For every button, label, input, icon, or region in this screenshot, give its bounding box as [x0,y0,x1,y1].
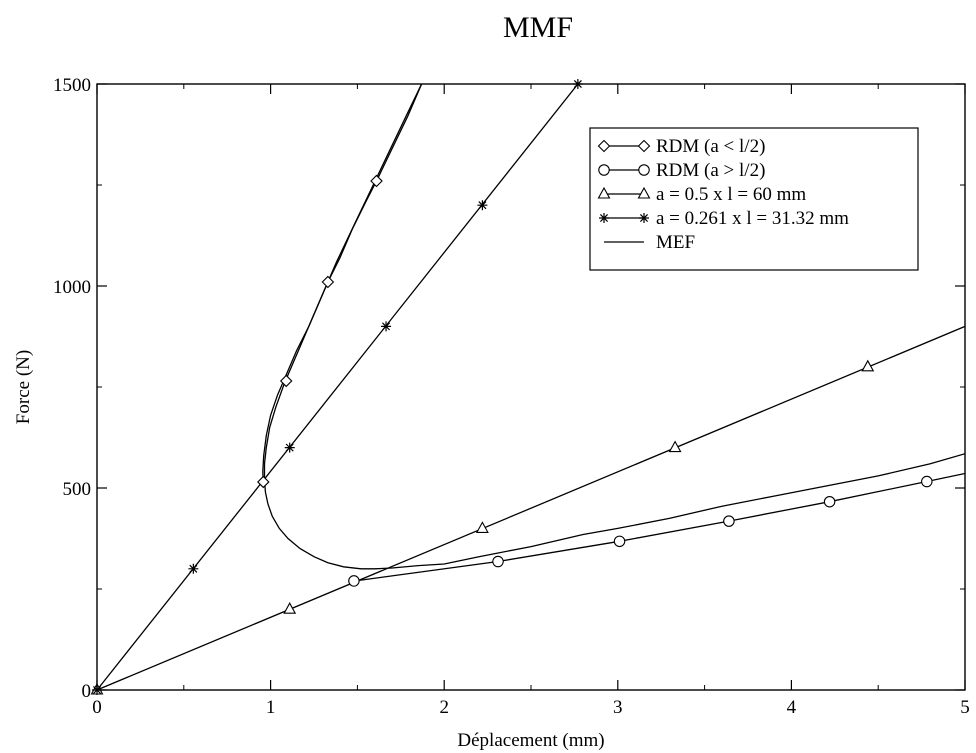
legend-label-3: a = 0.261 x l = 31.32 mm [656,208,849,229]
series-2-point-1 [283,602,297,614]
series-3-point-1 [188,563,199,574]
legend-box [589,127,919,271]
legend-label-1: RDM (a > l/2) [656,160,765,181]
legend-marker-end-2 [637,186,651,199]
y-axis-ticks: 0 500 1000 1500 [53,75,965,702]
series-2-point-4 [861,359,875,372]
series-1-point-3 [723,515,735,527]
x-axis-label: Déplacement (mm) [457,730,604,751]
legend-label-0: RDM (a < l/2) [656,136,765,157]
series-line-1 [353,472,965,582]
series-0-point-1 [279,374,293,388]
chart-title: MMF [503,11,573,44]
legend-label-4: MEF [656,232,695,253]
legend-marker-end-3 [639,213,649,223]
series-line-2 [97,325,965,690]
legend: RDM (a < l/2) RDM (a > l/2) a = 0.5 x l = … [589,127,919,271]
series-2-point-2 [475,521,489,533]
x-tick-label-4: 4 [787,697,797,718]
series-0-point-3 [370,174,383,188]
x-tick-label-1: 1 [266,697,276,718]
y-tick-label-1: 500 [63,479,92,500]
y-tick-label-3: 1500 [53,75,91,96]
x-tick-label-5: 5 [960,697,970,718]
x-tick-label-2: 2 [439,697,449,718]
series-3-point-3 [381,321,392,332]
plot-markers [90,79,933,695]
x-tick-label-3: 3 [613,697,623,718]
legend-marker-end-1 [638,164,650,176]
x-axis-ticks: 0 1 2 3 4 5 [92,84,970,718]
y-tick-label-2: 1000 [53,277,91,298]
legend-marker-start-1 [598,164,610,176]
series-1-point-2 [613,535,626,548]
y-axis-label: Force (N) [13,350,34,424]
legend-marker-start-0 [597,139,611,153]
series-line-0 [262,84,423,485]
x-tick-label-0: 0 [92,697,102,718]
y-tick-label-0: 0 [82,681,92,702]
series-0-point-2 [321,275,335,289]
series-line-4 [263,84,965,570]
series-1-point-1 [492,555,504,568]
series-0-point-0 [257,475,270,489]
series-1-point-0 [348,575,360,587]
series-3-point-4 [477,200,488,211]
legend-marker-start-3 [599,213,609,223]
series-line-3 [97,84,579,690]
series-3-point-2 [284,442,295,453]
series-2-point-3 [668,440,682,453]
legend-label-2: a = 0.5 x l = 60 mm [656,184,806,205]
series-1-point-4 [823,495,836,508]
legend-marker-start-2 [597,186,611,199]
series-1-point-5 [921,475,933,488]
legend-marker-end-0 [637,139,651,153]
plot-lines [97,84,965,690]
